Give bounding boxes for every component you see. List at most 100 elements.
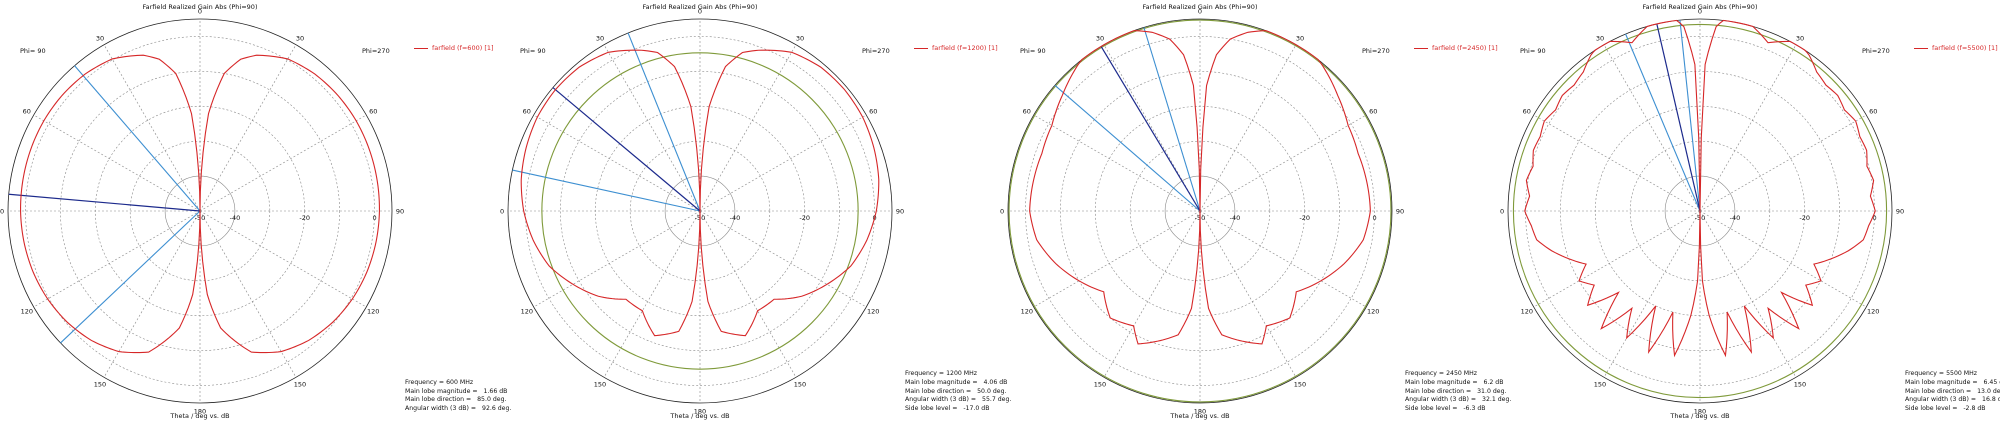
radial-tick-label: -20: [299, 214, 310, 222]
angular-gridline: [1603, 210, 1701, 378]
angular-gridline: [533, 210, 701, 308]
info-label: Main lobe direction =: [1405, 387, 1472, 395]
info-line: Frequency = 1200 MHz: [905, 370, 1011, 379]
polar-frame: [7, 18, 393, 404]
info-line: Side lobe level = -6.3 dB: [1405, 405, 1511, 414]
lobe-info: Frequency = 5500 MHz Main lobe magnitude …: [1905, 370, 2000, 414]
angle-tick-label: 150: [1294, 381, 1306, 389]
legend: farfield (f=600) [1]: [414, 44, 494, 52]
info-value: -6.3 dB: [1457, 405, 1486, 413]
phi-left-label: Phi= 90: [20, 47, 46, 55]
beamwidth-line: [1143, 27, 1201, 212]
angle-tick-label: 60: [1369, 108, 1377, 116]
farfield-panel: 0306090120150180150120906030-40-200-50Fa…: [1000, 0, 1511, 422]
legend-swatch: [914, 47, 928, 49]
angle-tick-label: 120: [867, 308, 879, 316]
angle-tick-label: 60: [369, 108, 377, 116]
info-line: Frequency = 2450 MHz: [1405, 370, 1511, 379]
info-label: Main lobe direction =: [405, 396, 472, 404]
angular-gridline: [1603, 44, 1701, 212]
polar-plot: 0306090120150180150120906030-40-200-50: [1500, 8, 1904, 416]
beamwidth-line: [1679, 19, 1701, 212]
angular-gridline: [103, 44, 201, 212]
info-label: Angular width (3 dB) =: [1905, 396, 1977, 404]
info-label: Main lobe magnitude =: [1905, 378, 1978, 386]
angular-gridline: [603, 44, 701, 212]
info-label: Frequency = 5500 MHz: [1905, 370, 1978, 377]
angle-tick-label: 120: [1021, 308, 1033, 316]
angle-tick-label: 60: [1023, 108, 1031, 116]
info-label: Main lobe magnitude =: [405, 387, 478, 395]
angle-tick-label: 90: [1896, 208, 1904, 216]
info-label: Main lobe magnitude =: [1405, 378, 1478, 386]
legend: farfield (f=5500) [1]: [1914, 44, 1998, 52]
gain-pattern-curve: [1524, 19, 1876, 358]
guide-circle: [1512, 23, 1888, 399]
angular-gridline: [699, 114, 867, 212]
info-value: 16.8 deg.: [1982, 396, 2000, 404]
info-label: Main lobe magnitude =: [905, 378, 978, 386]
angular-gridline: [1533, 114, 1701, 212]
phi-right-label: Phi=270: [862, 47, 890, 55]
angular-gridline: [1699, 210, 1867, 308]
info-label: Frequency = 1200 MHz: [905, 370, 978, 377]
legend-label: farfield (f=5500) [1]: [1932, 44, 1998, 52]
radial-gridline: [1560, 71, 1840, 351]
legend-swatch: [1914, 47, 1928, 49]
info-label: Angular width (3 dB) =: [1405, 396, 1477, 404]
angle-tick-label: 120: [21, 308, 33, 316]
radial-gridline: [164, 175, 236, 247]
angle-tick-label: 120: [521, 308, 533, 316]
angular-gridline: [699, 210, 797, 378]
radial-gridline: [664, 175, 736, 247]
angle-tick-label: 150: [1794, 381, 1806, 389]
legend-label: farfield (f=600) [1]: [432, 44, 494, 52]
info-line: Main lobe direction = 31.0 deg.: [1405, 388, 1511, 397]
polar-frame: [1007, 18, 1393, 404]
info-label: Main lobe direction =: [1905, 387, 1972, 395]
info-value: 92.6 deg.: [476, 405, 512, 413]
guide-circle: [541, 52, 859, 370]
beamwidth-line: [512, 169, 701, 212]
legend-label: farfield (f=2450) [1]: [1432, 44, 1498, 52]
angle-tick-label: 120: [1521, 308, 1533, 316]
info-value: 4.06 dB: [977, 378, 1008, 386]
angular-gridline: [1699, 44, 1797, 212]
angular-gridline: [1199, 210, 1297, 378]
angle-tick-label: 150: [294, 381, 306, 389]
radial-gridline: [1025, 36, 1375, 386]
angle-tick-label: 120: [1867, 308, 1879, 316]
radial-gridline: [525, 36, 875, 386]
info-line: Angular width (3 dB) = 32.1 deg.: [1405, 396, 1511, 405]
beamwidth-line: [627, 32, 701, 212]
info-label: Side lobe level =: [1905, 405, 1958, 413]
radial-tick-label: -20: [1799, 214, 1810, 222]
angle-tick-label: 90: [896, 208, 904, 216]
phi-left-label: Phi= 90: [1020, 47, 1046, 55]
angular-gridline: [1199, 210, 1367, 308]
info-line: Angular width (3 dB) = 16.8 deg.: [1905, 396, 2000, 405]
angle-tick-label: 90: [1396, 208, 1404, 216]
angle-tick-label: 30: [1796, 34, 1804, 42]
radial-tick-label: -40: [1230, 214, 1241, 222]
info-value: 1.66 dB: [477, 387, 508, 395]
info-value: 6.2 dB: [1477, 378, 1504, 386]
angle-tick-label: 150: [1594, 381, 1606, 389]
angular-gridline: [533, 114, 701, 212]
angle-tick-label: 180: [1694, 408, 1706, 416]
angular-gridline: [103, 210, 201, 378]
radial-tick-label: -20: [799, 214, 810, 222]
radial-gridline: [1525, 36, 1875, 386]
angular-gridline: [199, 210, 297, 378]
beamwidth-line: [60, 210, 201, 344]
radial-tick-label: -40: [230, 214, 241, 222]
angular-gridline: [33, 210, 201, 308]
main-lobe-line: [1656, 23, 1701, 212]
angle-tick-label: 0: [198, 8, 202, 16]
polar-plot: 0306090120150180150120906030-40-200-50: [500, 8, 904, 416]
phi-right-label: Phi=270: [1362, 47, 1390, 55]
info-label: Frequency = 600 MHz: [405, 378, 474, 386]
axis-label: Theta / deg vs. dB: [1170, 412, 1230, 420]
angle-tick-label: 30: [96, 34, 104, 42]
angular-gridline: [199, 210, 367, 308]
